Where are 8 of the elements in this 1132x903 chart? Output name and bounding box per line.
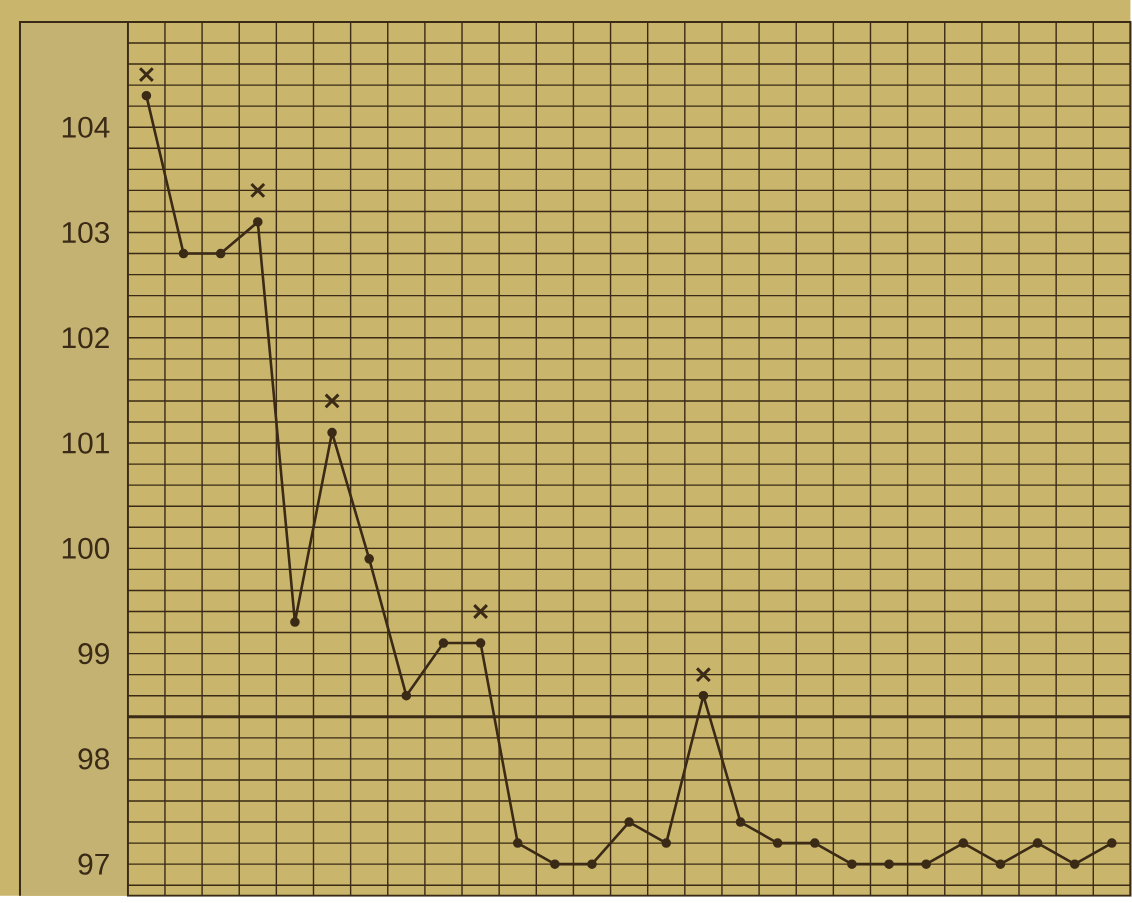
y-tick-label: 102: [62, 327, 109, 349]
y-tick-label: 99: [78, 643, 109, 665]
y-tick-label: 101: [62, 432, 109, 454]
y-tick-label: 103: [62, 222, 110, 244]
y-tick-label: 97: [78, 853, 109, 875]
y-tick-label: 100: [62, 537, 110, 560]
y-tick-label: 98: [78, 748, 110, 770]
y-tick-label: 104: [62, 116, 110, 139]
